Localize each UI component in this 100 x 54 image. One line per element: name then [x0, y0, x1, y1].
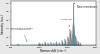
Y-axis label: Intensity (a.u.): Intensity (a.u.)	[1, 13, 5, 34]
Text: 1,540 cm⁻¹: 1,540 cm⁻¹	[61, 19, 75, 26]
Text: New membrane: New membrane	[74, 3, 97, 9]
Text: Membrane clogged
by skimmed milk: Membrane clogged by skimmed milk	[11, 28, 33, 42]
X-axis label: Raman shift (cm⁻¹): Raman shift (cm⁻¹)	[40, 49, 67, 53]
